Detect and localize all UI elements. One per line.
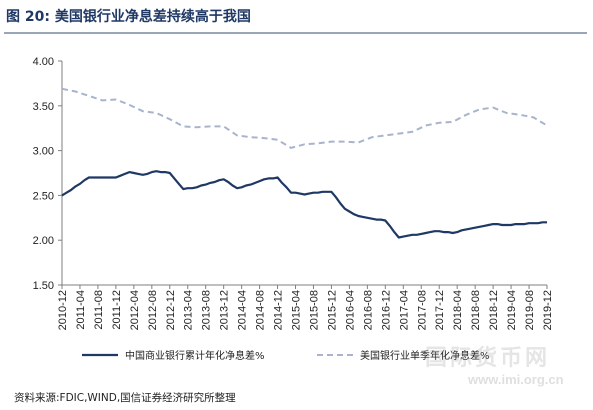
x-tick-label: 2018-08	[470, 290, 482, 330]
series-line-china	[61, 170, 547, 239]
x-tick-label: 2015-08	[308, 290, 320, 330]
x-tick-label: 2015-12	[326, 290, 338, 330]
x-tick-label: 2015-04	[291, 290, 303, 330]
x-tick-label: 2016-12	[380, 290, 392, 330]
x-tick-label: 2016-08	[362, 290, 374, 330]
series-line-us	[61, 87, 548, 149]
x-tick-label: 2012-12	[165, 290, 177, 330]
x-tick-label: 2014-12	[273, 290, 285, 330]
x-tick-label: 2017-08	[416, 290, 428, 330]
title-divider	[4, 32, 587, 34]
x-tick-label: 2011-08	[93, 290, 105, 330]
source-note: 资料来源:FDIC,WIND,国信证券经济研究所整理	[14, 392, 236, 404]
watermark-logo: 国际货币网	[425, 346, 551, 371]
y-tick-label: 2.00	[33, 235, 54, 247]
x-tick-label: 2011-12	[111, 290, 123, 330]
x-tick-label: 2017-12	[434, 290, 446, 330]
x-tick-label: 2017-04	[398, 290, 410, 330]
x-tick-label: 2013-08	[201, 290, 213, 330]
y-tick-label: 1.50	[33, 280, 54, 292]
x-tick-label: 2016-04	[344, 290, 356, 330]
watermark-url: www.imi.org.cn	[468, 372, 564, 387]
figure-title: 图 20: 美国银行业净息差持续高于我国	[6, 9, 251, 25]
y-tick-label: 2.50	[33, 190, 54, 202]
x-tick-label: 2012-08	[147, 290, 159, 330]
x-tick-label: 2014-08	[255, 290, 267, 330]
x-tick-label: 2018-12	[488, 290, 500, 330]
x-tick-label: 2019-08	[524, 290, 536, 330]
x-tick-label: 2012-04	[129, 290, 141, 330]
x-tick-label: 2019-04	[506, 290, 518, 330]
legend-us-label: 美国银行业单季年化净息差%	[360, 349, 490, 362]
y-tick-label: 3.00	[33, 146, 54, 158]
x-tick-label: 2018-04	[452, 290, 464, 330]
y-tick-label: 4.00	[33, 56, 54, 68]
x-tick-label: 2019-12	[542, 290, 554, 330]
x-tick-label: 2013-04	[183, 290, 195, 330]
x-tick-label: 2014-04	[237, 290, 249, 330]
y-tick-label: 3.50	[33, 101, 54, 113]
x-tick-label: 2013-12	[219, 290, 231, 330]
x-tick-label: 2010-12	[57, 290, 69, 330]
x-tick-label: 2011-04	[75, 290, 87, 330]
legend-china-label: 中国商业银行累计年化净息差%	[125, 349, 265, 362]
